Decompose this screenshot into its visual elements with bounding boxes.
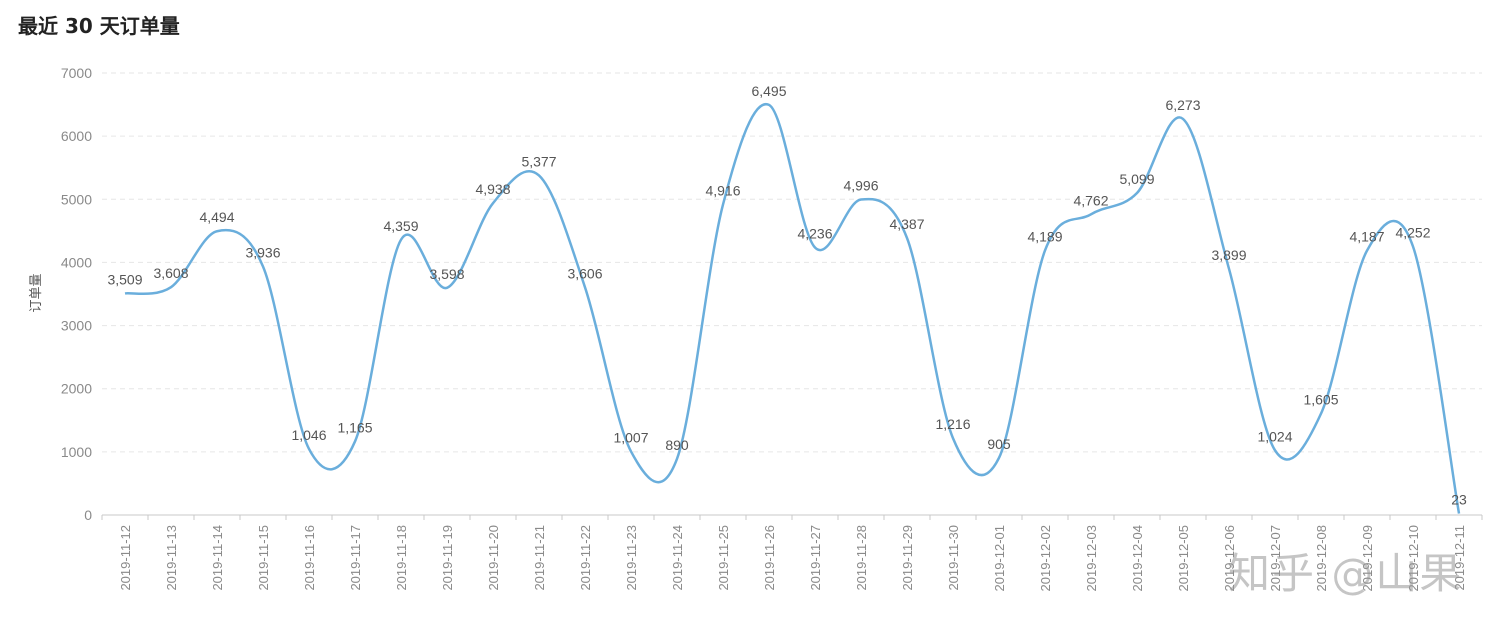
data-label: 3,598 [429, 266, 464, 282]
data-label: 1,165 [337, 419, 372, 435]
x-tick-label: 2019-11-20 [486, 525, 501, 591]
data-label: 4,252 [1395, 225, 1430, 241]
x-tick-label: 2019-11-17 [348, 525, 363, 591]
x-tick-label: 2019-11-16 [302, 525, 317, 591]
data-label: 4,189 [1027, 228, 1062, 244]
y-tick-label: 1000 [61, 444, 92, 460]
x-tick-label: 2019-12-03 [1084, 525, 1099, 592]
data-label: 1,216 [935, 416, 970, 432]
x-axis [101, 514, 1483, 520]
data-label: 5,099 [1119, 171, 1154, 187]
x-tick-label: 2019-11-23 [624, 525, 639, 591]
y-axis-label: 订单量 [29, 273, 44, 312]
data-label: 3,608 [153, 265, 188, 281]
data-label: 890 [665, 437, 689, 453]
y-tick-label: 4000 [61, 254, 92, 270]
data-label: 4,996 [843, 178, 878, 194]
grid-lines [102, 72, 1482, 453]
data-label: 905 [987, 436, 1011, 452]
x-tick-label: 2019-12-01 [992, 525, 1007, 592]
y-axis-ticks: 0 1000 2000 3000 4000 5000 6000 7000 [61, 65, 92, 523]
data-label: 6,273 [1165, 97, 1200, 113]
data-label: 4,938 [475, 181, 510, 197]
data-label: 1,605 [1303, 392, 1338, 408]
y-tick-label: 7000 [61, 65, 92, 81]
data-label: 3,606 [567, 265, 602, 281]
data-label: 4,387 [889, 216, 924, 232]
x-tick-label: 2019-12-06 [1222, 525, 1237, 592]
data-label: 23 [1451, 492, 1467, 508]
x-tick-label: 2019-11-22 [578, 525, 593, 591]
x-tick-label: 2019-11-27 [808, 525, 823, 591]
chart-title: 最近 30 天订单量 [18, 14, 180, 38]
data-label: 4,359 [383, 218, 418, 234]
data-label: 3,899 [1211, 247, 1246, 263]
y-tick-label: 2000 [61, 381, 92, 397]
x-tick-label: 2019-11-30 [946, 525, 961, 591]
data-labels: 3,509 3,608 4,494 3,936 1,046 1,165 4,359 3,598… [107, 83, 1467, 508]
y-tick-label: 3000 [61, 318, 92, 334]
x-tick-label: 2019-11-14 [210, 525, 225, 591]
data-label: 4,494 [199, 209, 234, 225]
x-tick-label: 2019-11-19 [440, 525, 455, 591]
data-label: 3,936 [245, 244, 280, 260]
x-tick-label: 2019-12-04 [1130, 525, 1145, 592]
series-line [124, 102, 1461, 514]
x-tick-label: 2019-11-15 [256, 525, 271, 591]
x-tick-label: 2019-12-09 [1360, 525, 1375, 592]
x-tick-label: 2019-12-07 [1268, 525, 1283, 592]
data-label: 6,495 [751, 83, 786, 99]
x-tick-label: 2019-11-28 [854, 525, 869, 591]
x-tick-label: 2019-11-13 [164, 525, 179, 591]
x-tick-label: 2019-12-08 [1314, 525, 1329, 592]
y-tick-label: 6000 [61, 128, 92, 144]
data-label: 1,046 [291, 427, 326, 443]
x-tick-label: 2019-11-25 [716, 525, 731, 591]
data-label: 5,377 [521, 153, 556, 169]
watermark: 知乎 @山果 [1228, 549, 1464, 598]
data-label: 1,024 [1257, 428, 1292, 444]
data-label: 1,007 [613, 429, 648, 445]
x-tick-label: 2019-11-21 [532, 525, 547, 591]
x-tick-label: 2019-11-26 [762, 525, 777, 591]
y-tick-label: 5000 [61, 191, 92, 207]
data-label: 4,916 [705, 183, 740, 199]
data-label: 4,187 [1349, 229, 1384, 245]
data-label: 3,509 [107, 271, 142, 287]
x-axis-ticks: 2019-11-12 2019-11-13 2019-11-14 2019-11-15… [118, 525, 1467, 592]
x-tick-label: 2019-11-18 [394, 525, 409, 591]
x-tick-label: 2019-12-02 [1038, 525, 1053, 592]
x-tick-label: 2019-11-12 [118, 525, 133, 591]
x-tick-label: 2019-12-10 [1406, 525, 1421, 592]
x-tick-label: 2019-11-24 [670, 525, 685, 591]
x-tick-label: 2019-12-05 [1176, 525, 1191, 592]
x-tick-label: 2019-12-11 [1452, 525, 1467, 591]
y-tick-label: 0 [84, 507, 92, 523]
x-tick-label: 2019-11-29 [900, 525, 915, 591]
data-label: 4,762 [1073, 192, 1108, 208]
data-label: 4,236 [797, 226, 832, 242]
